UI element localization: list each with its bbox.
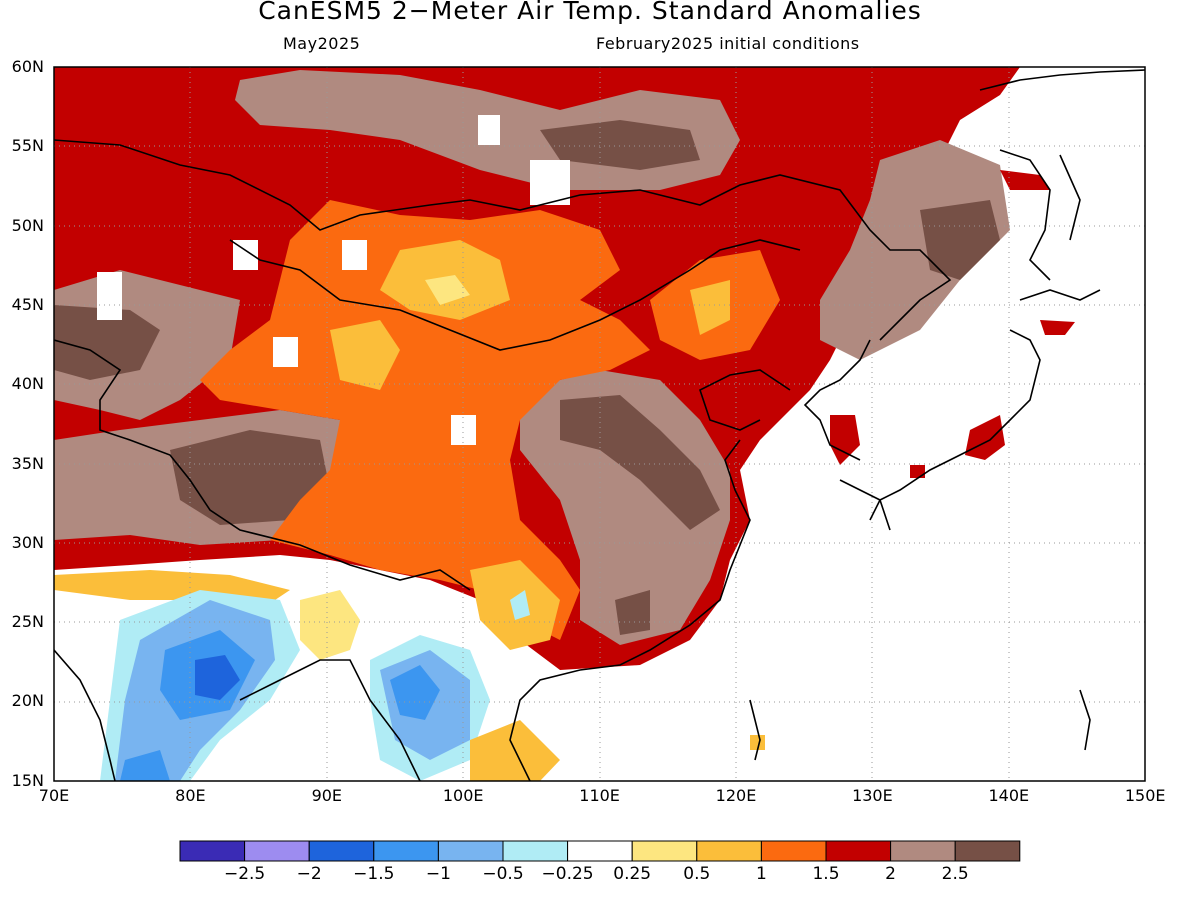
lon-label: 130E [852, 786, 893, 805]
lat-label: 45N [11, 294, 44, 314]
valid-month: May2025 [283, 34, 361, 53]
colorbar-swatch [760, 840, 827, 862]
missing-data-cells [97, 115, 570, 445]
anomaly-field [54, 67, 1145, 781]
colorbar-label: −1.5 [353, 864, 395, 884]
map-title: CanESM5 2−Meter Air Temp. Standard Anoma… [258, 0, 922, 25]
colorbar-swatch [954, 840, 1021, 862]
colorbar-swatch [437, 840, 504, 862]
colorbar-label: −0.5 [482, 864, 524, 884]
initial-conditions: February2025 initial conditions [596, 34, 860, 53]
lon-label: 100E [442, 786, 484, 805]
colorbar-swatch [373, 840, 439, 862]
lon-label: 150E [1124, 786, 1166, 805]
colorbar-label: 2.5 [941, 864, 969, 884]
lon-label: 140E [988, 786, 1030, 805]
lat-label: 15N [11, 770, 44, 790]
lon-label: 120E [715, 786, 757, 805]
anomaly-area-darkbrown [54, 120, 1000, 635]
colorbar-swatch [244, 840, 310, 862]
colorbar-swatch [502, 840, 569, 862]
colorbar-swatch [567, 840, 633, 862]
lat-label: 35N [11, 453, 44, 473]
colorbar-swatch [825, 840, 892, 862]
colorbar-swatch [696, 840, 762, 862]
colorbar-label: −1 [425, 864, 451, 884]
colorbar-swatch [631, 840, 698, 862]
colorbar-label: 1 [755, 864, 767, 884]
colorbar-label: 2 [885, 864, 896, 884]
colorbar-swatch [890, 840, 956, 862]
map-frame [53, 66, 1146, 782]
lat-label: 30N [11, 532, 44, 552]
colorbar-label: −0.25 [541, 864, 594, 884]
lon-label: 110E [579, 786, 620, 805]
anomaly-area-orange [200, 200, 650, 640]
lon-label: 80E [175, 786, 206, 805]
colorbar-label: 0.5 [683, 864, 711, 884]
anomaly-area-yellow [425, 275, 470, 305]
colorbar-label: 0.25 [613, 864, 652, 884]
lat-label: 55N [11, 136, 44, 156]
lat-label: 20N [11, 691, 44, 711]
colorbar-label: −2.5 [223, 864, 266, 884]
colorbar-swatch [308, 840, 375, 862]
colorbar-label: −2 [296, 864, 322, 884]
lon-label: 70E [38, 786, 70, 805]
cold-anomaly-east [370, 590, 530, 781]
lon-label: 90E [311, 786, 343, 805]
lat-label: 60N [11, 57, 44, 76]
coastlines-borders [54, 69, 1145, 781]
graticule [54, 67, 1145, 781]
lat-label: 25N [11, 612, 44, 632]
anomaly-cell-taiwan [750, 735, 765, 750]
anomaly-area-red-islands [830, 170, 1075, 478]
anomaly-area-yellow-south [300, 590, 360, 660]
cold-anomaly-west [100, 590, 300, 781]
colorbar [179, 840, 1021, 862]
lat-label: 50N [11, 215, 44, 235]
lat-label: 40N [11, 374, 44, 394]
colorbar-label: 1.5 [812, 864, 840, 884]
colorbar-swatch [179, 840, 246, 862]
